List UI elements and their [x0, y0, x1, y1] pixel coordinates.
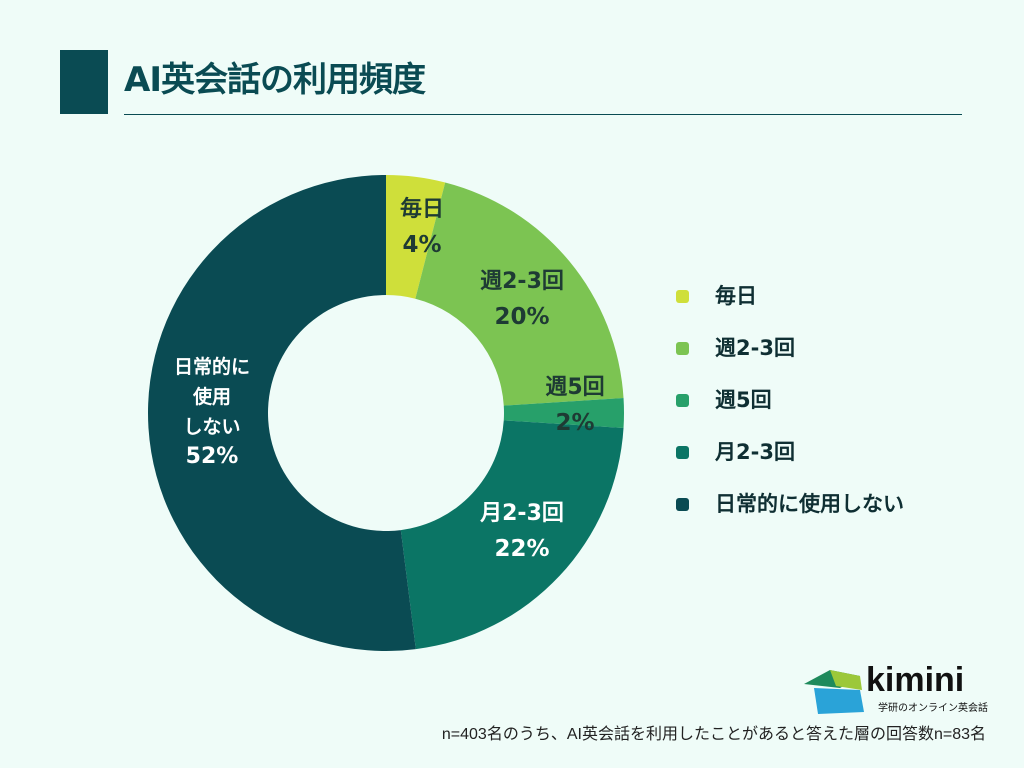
page-title: AI英会話の利用頻度: [124, 60, 426, 100]
footnote: n=403名のうち、AI英会話を利用したことがあると答えた層の回答数n=83名: [441, 726, 986, 743]
donut-slice: [400, 420, 624, 650]
title-divider: [124, 114, 962, 115]
donut-slice: [148, 175, 416, 651]
logo-mark-icon: [804, 670, 864, 714]
logo-word: kimini: [866, 661, 965, 699]
slice-category-label: しない: [183, 416, 240, 438]
legend-item: 月2-3回: [676, 426, 904, 478]
logo-subtitle: 学研のオンライン英会話: [878, 703, 988, 714]
slice-value-label: 4%: [402, 232, 441, 258]
legend: 毎日週2-3回週5回月2-3回日常的に使用しない: [676, 270, 904, 530]
legend-label: 週2-3回: [715, 336, 795, 360]
legend-item: 週5回: [676, 374, 904, 426]
legend-swatch: [676, 393, 689, 407]
slice-category-label: 週5回: [545, 375, 604, 400]
slice-category-label: 日常的に: [174, 355, 250, 378]
slice-category-label: 使用: [192, 386, 231, 408]
legend-label: 週5回: [715, 388, 772, 412]
slice-category-label: 週2-3回: [480, 269, 564, 294]
legend-label: 日常的に使用しない: [715, 492, 904, 516]
legend-swatch: [676, 289, 689, 303]
title-marker: [60, 50, 108, 114]
legend-item: 毎日: [676, 270, 904, 322]
donut-slice: [415, 182, 624, 406]
legend-swatch: [676, 445, 689, 459]
slice-value-label: 2%: [555, 410, 594, 436]
legend-swatch: [676, 341, 689, 355]
legend-label: 毎日: [715, 284, 757, 308]
slice-category-label: 毎日: [400, 197, 444, 222]
legend-item: 週2-3回: [676, 322, 904, 374]
slice-value-label: 20%: [494, 304, 549, 330]
donut-slice: [503, 398, 624, 428]
legend-swatch: [676, 497, 689, 511]
kimini-logo: kimini 学研のオンライン英会話: [800, 661, 988, 718]
slice-value-label: 22%: [494, 536, 549, 562]
legend-label: 月2-3回: [715, 440, 795, 464]
donut-slice: [386, 175, 446, 299]
slice-category-label: 月2-3回: [479, 501, 564, 526]
slice-value-label: 52%: [186, 444, 239, 469]
legend-item: 日常的に使用しない: [676, 478, 904, 530]
